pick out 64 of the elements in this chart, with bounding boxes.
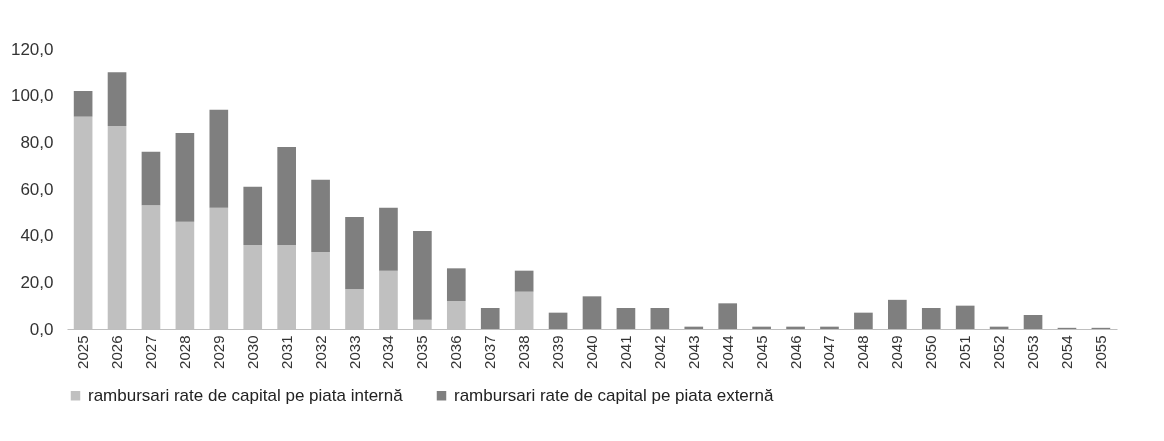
bar <box>345 217 364 290</box>
bar <box>73 91 93 117</box>
y-tick-label: 100,0 <box>10 86 54 106</box>
x-tick-label: 2026 <box>108 335 126 369</box>
x-tick-label: 2050 <box>922 335 940 369</box>
x-tick-label: 2044 <box>718 335 736 369</box>
bar <box>718 303 738 329</box>
bar <box>480 308 500 329</box>
bar <box>379 207 398 271</box>
bar <box>616 308 636 329</box>
bar <box>1023 315 1043 329</box>
y-tick-label: 80,0 <box>20 132 54 152</box>
x-tick-label: 2052 <box>990 335 1008 369</box>
legend-label: rambursari rate de capital pe piata internă <box>88 385 404 405</box>
x-tick-label: 2046 <box>786 335 804 369</box>
bar <box>650 308 670 329</box>
bar <box>582 296 602 329</box>
x-tick-label: 2036 <box>447 335 465 369</box>
y-tick-label: 120,0 <box>10 39 54 59</box>
bar <box>413 231 432 320</box>
x-tick-label: 2025 <box>74 335 92 369</box>
x-tick-label: 2031 <box>277 335 295 369</box>
y-tick-label: 40,0 <box>20 226 54 246</box>
x-tick-label: 2051 <box>956 335 974 369</box>
x-tick-label: 2030 <box>243 335 261 369</box>
x-tick-label: 2047 <box>820 335 838 369</box>
bar <box>107 72 127 126</box>
bar <box>277 147 296 245</box>
bar <box>888 299 907 329</box>
x-tick-label: 2042 <box>650 335 668 369</box>
x-tick-label: 2043 <box>684 335 702 369</box>
legend-label: rambursari rate de capital pe piata externă <box>454 385 774 405</box>
x-tick-label: 2053 <box>1024 335 1042 369</box>
bar <box>311 179 330 252</box>
x-tick-label: 2029 <box>209 335 227 369</box>
bar <box>141 151 161 206</box>
x-tick-label: 2045 <box>752 335 770 369</box>
bar <box>921 308 941 329</box>
bar <box>175 133 195 222</box>
y-tick-label: 20,0 <box>20 272 54 292</box>
x-tick-label: 2055 <box>1091 335 1109 369</box>
x-tick-label: 2040 <box>583 335 600 369</box>
x-tick-label: 2054 <box>1057 335 1075 369</box>
x-tick-label: 2037 <box>481 335 499 369</box>
x-tick-label: 2032 <box>311 335 329 369</box>
y-tick-label: 0,0 <box>29 319 54 339</box>
bar <box>243 186 263 245</box>
x-tick-label: 2034 <box>379 335 397 369</box>
x-tick-label: 2027 <box>141 335 159 369</box>
y-tick-label: 60,0 <box>20 179 54 199</box>
x-tick-label: 2028 <box>175 335 193 369</box>
x-tick-label: 2048 <box>854 335 872 369</box>
x-tick-label: 2039 <box>549 335 567 369</box>
bar <box>209 109 229 208</box>
x-tick-label: 2038 <box>515 335 533 369</box>
x-tick-label: 2041 <box>616 335 634 369</box>
x-tick-label: 2049 <box>888 335 906 369</box>
x-tick-label: 2033 <box>345 335 363 369</box>
bar <box>514 270 534 292</box>
bar <box>548 312 568 329</box>
bar <box>854 312 873 329</box>
bar <box>955 305 975 329</box>
bar <box>446 268 466 301</box>
x-tick-label: 2035 <box>413 335 431 369</box>
